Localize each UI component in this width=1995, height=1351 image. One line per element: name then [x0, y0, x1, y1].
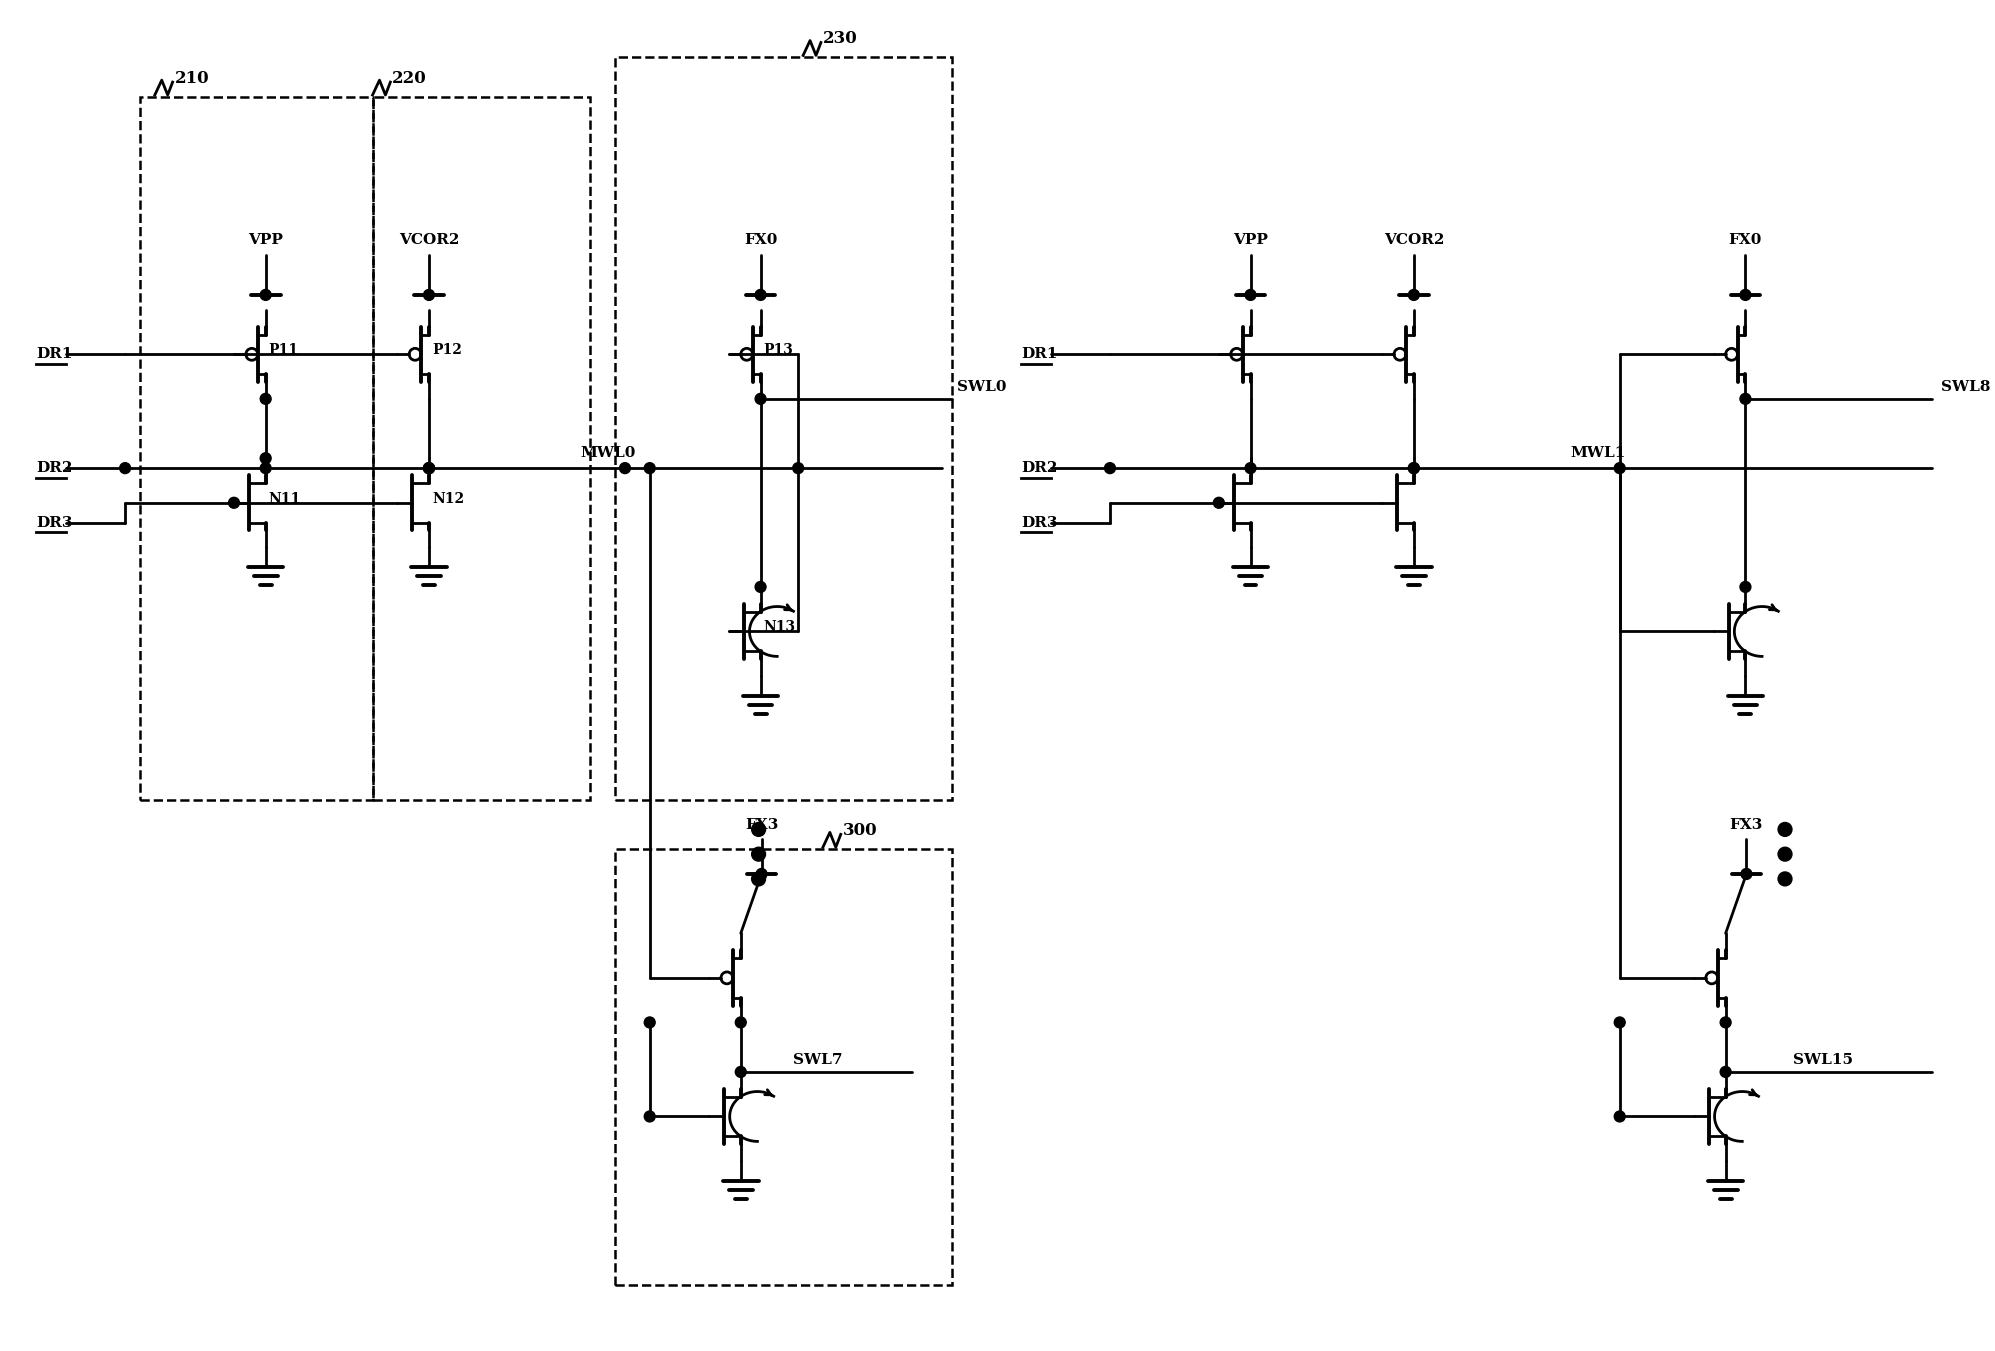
Text: MWL0: MWL0: [581, 446, 636, 461]
Text: SWL7: SWL7: [794, 1052, 842, 1067]
Text: DR2: DR2: [36, 461, 72, 476]
Circle shape: [120, 462, 130, 474]
Text: MWL1: MWL1: [1570, 446, 1626, 461]
Circle shape: [1245, 462, 1257, 474]
Text: 230: 230: [822, 31, 858, 47]
Text: DR3: DR3: [1021, 516, 1057, 530]
Text: SWL8: SWL8: [1941, 380, 1991, 394]
Text: N12: N12: [433, 492, 465, 505]
Circle shape: [259, 393, 271, 404]
Text: DR1: DR1: [1021, 347, 1057, 361]
Text: DR1: DR1: [36, 347, 72, 361]
Circle shape: [259, 289, 271, 300]
Circle shape: [1740, 393, 1752, 404]
Circle shape: [1408, 289, 1418, 300]
Text: VCOR2: VCOR2: [1385, 234, 1444, 247]
Text: P11: P11: [269, 343, 299, 358]
Circle shape: [756, 393, 766, 404]
Circle shape: [1740, 581, 1752, 592]
Circle shape: [229, 497, 239, 508]
Text: 220: 220: [393, 70, 427, 86]
Circle shape: [756, 869, 766, 880]
Text: FX3: FX3: [744, 819, 778, 832]
Bar: [140, 97, 373, 800]
Circle shape: [752, 847, 766, 861]
Circle shape: [1408, 462, 1418, 474]
Circle shape: [1742, 869, 1752, 880]
Bar: [373, 97, 591, 800]
Text: N11: N11: [269, 492, 301, 505]
Circle shape: [1720, 1017, 1732, 1028]
Circle shape: [1614, 1017, 1626, 1028]
Circle shape: [259, 453, 271, 463]
Text: SWL15: SWL15: [1794, 1052, 1853, 1067]
Circle shape: [644, 1017, 654, 1028]
Circle shape: [752, 823, 766, 836]
Circle shape: [1614, 1111, 1626, 1121]
Text: SWL0: SWL0: [956, 380, 1005, 394]
Circle shape: [620, 462, 630, 474]
Text: VCOR2: VCOR2: [399, 234, 459, 247]
Circle shape: [423, 462, 435, 474]
Circle shape: [1408, 462, 1418, 474]
Text: 210: 210: [176, 70, 209, 86]
Bar: [614, 57, 952, 800]
Circle shape: [1778, 847, 1792, 861]
Circle shape: [423, 289, 435, 300]
Circle shape: [1213, 497, 1225, 508]
Circle shape: [756, 289, 766, 300]
Circle shape: [1720, 1066, 1732, 1077]
Circle shape: [756, 581, 766, 592]
Text: N13: N13: [764, 620, 796, 635]
Text: FX0: FX0: [1730, 234, 1762, 247]
Circle shape: [1740, 289, 1752, 300]
Circle shape: [1245, 289, 1257, 300]
Circle shape: [644, 462, 654, 474]
Circle shape: [1778, 823, 1792, 836]
Bar: [614, 850, 952, 1285]
Circle shape: [1105, 462, 1115, 474]
Text: VPP: VPP: [247, 234, 283, 247]
Circle shape: [423, 462, 435, 474]
Circle shape: [1614, 462, 1626, 474]
Circle shape: [644, 1111, 654, 1121]
Circle shape: [259, 462, 271, 474]
Text: DR3: DR3: [36, 516, 72, 530]
Circle shape: [752, 871, 766, 886]
Text: VPP: VPP: [1233, 234, 1269, 247]
Circle shape: [792, 462, 804, 474]
Text: FX0: FX0: [744, 234, 778, 247]
Text: P12: P12: [433, 343, 461, 358]
Circle shape: [423, 462, 435, 474]
Text: FX3: FX3: [1730, 819, 1764, 832]
Text: 300: 300: [842, 823, 878, 839]
Circle shape: [736, 1017, 746, 1028]
Text: DR2: DR2: [1021, 461, 1057, 476]
Circle shape: [736, 1066, 746, 1077]
Text: P13: P13: [764, 343, 794, 358]
Circle shape: [1778, 871, 1792, 886]
